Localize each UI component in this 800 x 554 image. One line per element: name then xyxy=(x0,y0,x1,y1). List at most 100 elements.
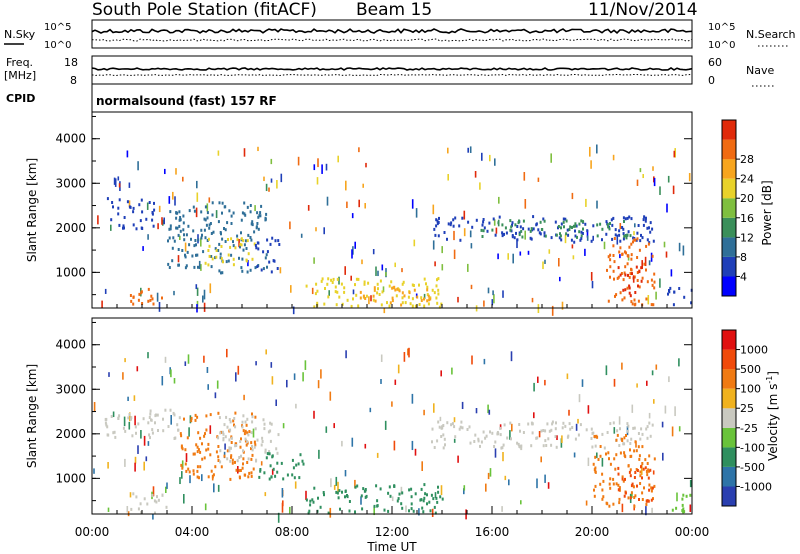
power-speckle xyxy=(177,255,180,263)
velocity-region-6-cell xyxy=(546,422,549,426)
velocity-speckle xyxy=(129,492,132,498)
power-region-8-cell xyxy=(555,233,558,237)
velocity-colorbar-tick-label: -500 xyxy=(740,461,765,474)
power-speckle xyxy=(647,295,650,305)
power-region-2-cell xyxy=(240,266,243,270)
velocity-speckle xyxy=(440,370,442,377)
power-region-8-cell xyxy=(559,234,562,238)
power-speckle xyxy=(315,227,317,232)
velocity-region-6-cell xyxy=(491,431,494,435)
power-region-9-cell xyxy=(612,254,615,257)
power-region-8-cell xyxy=(580,234,583,238)
power-region-7-cell xyxy=(434,233,437,237)
velocity-region-5-cell xyxy=(344,495,346,499)
power-region-4-cell xyxy=(266,238,269,242)
power-region-7-cell xyxy=(649,230,652,234)
power-speckle xyxy=(470,243,473,249)
power-region-6-cell xyxy=(427,294,430,298)
velocity-speckle xyxy=(235,372,237,382)
power-region-5-cell xyxy=(381,290,384,294)
power-region-2-cell xyxy=(184,255,187,259)
power-region-9-cell xyxy=(645,244,648,248)
velocity-region-5-cell xyxy=(428,500,431,504)
velocity-speckle xyxy=(189,475,191,484)
power-speckle xyxy=(137,161,139,171)
velocity-speckle xyxy=(376,452,379,458)
power-speckle xyxy=(114,178,117,187)
velocity-region-3-cell xyxy=(251,448,254,452)
velocity-region-3-cell xyxy=(261,436,264,440)
power-region-5-cell xyxy=(426,293,429,297)
power-speckle xyxy=(648,260,651,266)
power-speckle xyxy=(467,147,469,153)
power-region-2-cell xyxy=(197,238,200,242)
power-region-8-cell xyxy=(623,234,626,238)
power-speckle xyxy=(670,269,673,277)
power-region-9-cell xyxy=(612,269,615,273)
power-speckle xyxy=(172,191,174,200)
power-region-2-cell xyxy=(265,212,268,216)
power-region-7-cell xyxy=(511,221,514,225)
power-region-3-cell xyxy=(227,238,229,241)
power-speckle xyxy=(196,180,198,189)
velocity-region-0-cell xyxy=(117,416,120,420)
velocity-speckle xyxy=(405,505,407,513)
velocity-region-2-cell xyxy=(205,428,208,432)
velocity-region-3-cell xyxy=(217,436,220,440)
power-region-2-cell xyxy=(232,211,235,215)
power-speckle xyxy=(358,147,360,153)
velocity-region-0-cell xyxy=(149,412,152,416)
power-speckle xyxy=(362,183,364,188)
power-region-7-cell xyxy=(522,227,525,231)
velocity-region-4-cell xyxy=(272,467,275,471)
power-colorbar-swatch xyxy=(722,217,736,238)
velocity-region-2-cell xyxy=(238,475,241,479)
power-region-11-cell xyxy=(667,292,669,296)
velocity-region-7-cell xyxy=(623,451,626,455)
power-region-5-cell xyxy=(323,302,326,306)
velocity-speckle xyxy=(533,412,535,419)
freq-tick-top: 18 xyxy=(64,56,78,69)
power-region-2-cell xyxy=(220,271,222,275)
power-speckle xyxy=(361,259,363,265)
power-region-6-cell xyxy=(428,298,431,302)
velocity-speckle xyxy=(674,406,676,417)
power-region-7-cell xyxy=(560,238,563,242)
power-region-8-cell xyxy=(582,220,584,224)
power-region-7-cell xyxy=(628,215,631,219)
power-region-10-cell xyxy=(628,284,631,288)
power-region-2-cell xyxy=(171,246,174,250)
velocity-speckle xyxy=(213,483,215,493)
power-region-5-cell xyxy=(327,277,330,281)
velocity-region-8-cell xyxy=(636,484,638,488)
power-region-8-cell xyxy=(501,223,504,227)
power-region-8-cell xyxy=(608,227,611,231)
velocity-region-7-cell xyxy=(645,503,648,506)
power-speckle xyxy=(146,202,149,210)
velocity-region-7-cell xyxy=(641,491,644,495)
power-speckle xyxy=(168,196,171,204)
power-region-2-cell xyxy=(217,249,220,252)
power-region-7-cell xyxy=(601,238,603,242)
velocity-region-7-cell xyxy=(614,467,617,471)
power-region-3-cell xyxy=(229,245,232,249)
velocity-speckle xyxy=(613,378,616,387)
velocity-region-3-cell xyxy=(250,431,253,435)
velocity-speckle xyxy=(260,461,263,466)
velocity-region-7-cell xyxy=(594,484,597,488)
power-region-2-cell xyxy=(220,232,222,236)
power-region-2-cell xyxy=(226,221,229,225)
power-region-8-cell xyxy=(580,219,583,223)
velocity-region-2-cell xyxy=(238,469,241,473)
velocity-speckle xyxy=(671,426,674,437)
velocity-region-5-cell xyxy=(388,485,391,489)
velocity-speckle xyxy=(510,351,513,362)
velocity-region-7-cell xyxy=(615,482,618,486)
power-speckle xyxy=(470,284,473,290)
power-region-9-cell xyxy=(651,254,654,258)
power-region-7-cell xyxy=(450,221,453,225)
power-speckle xyxy=(619,254,621,259)
power-region-5-cell xyxy=(363,280,366,284)
velocity-speckle xyxy=(325,426,328,433)
power-region-2-cell xyxy=(217,220,220,224)
